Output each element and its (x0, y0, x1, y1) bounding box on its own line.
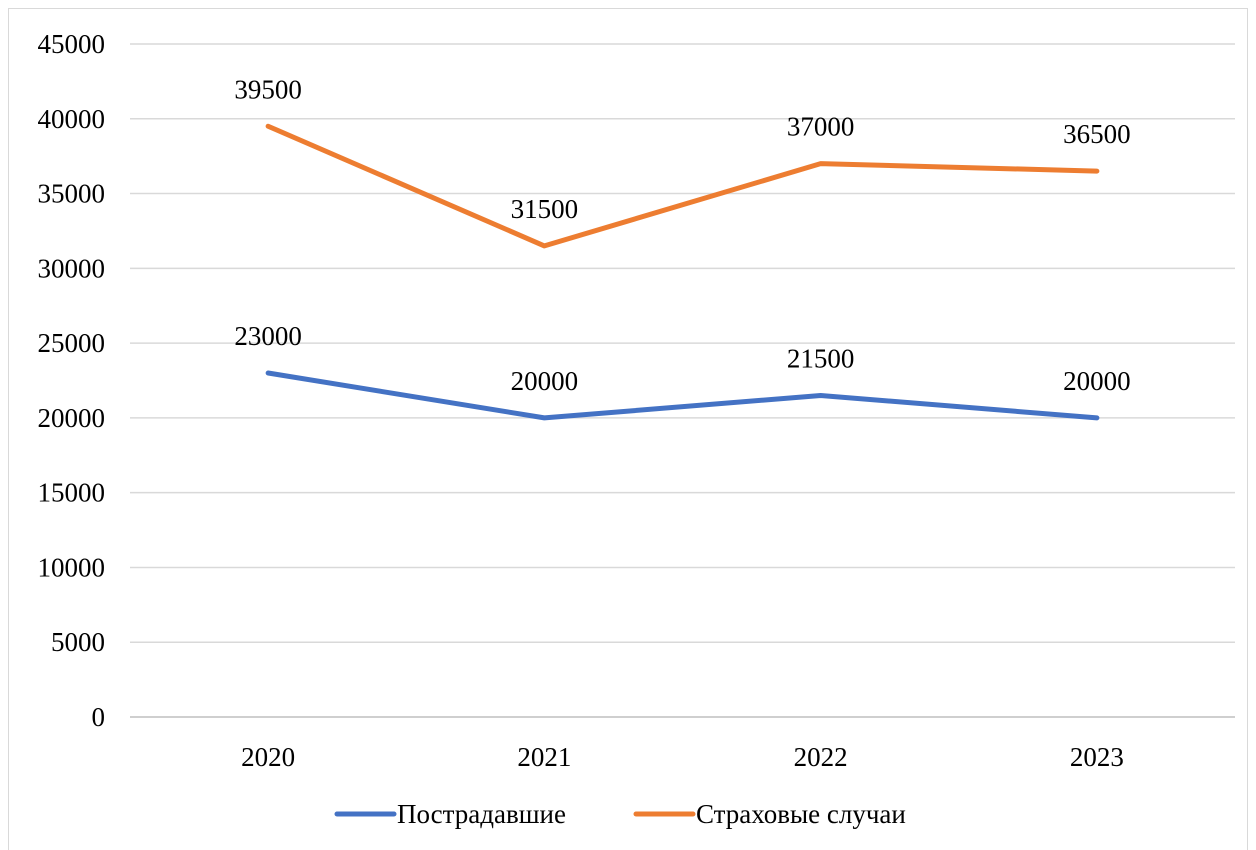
x-category-label: 2022 (794, 742, 848, 772)
y-tick-label: 20000 (38, 403, 106, 433)
series-line-2 (265, 123, 1100, 249)
x-category-label: 2021 (517, 742, 571, 772)
gridlines (130, 43, 1235, 718)
data-label: 20000 (511, 366, 579, 396)
chart-frame (8, 8, 1248, 850)
x-axis-category-labels: 2020 2021 2022 2023 (241, 742, 1124, 772)
data-label: 23000 (234, 321, 302, 351)
x-category-label: 2023 (1070, 742, 1124, 772)
legend-label: Пострадавшие (397, 799, 566, 829)
legend: Пострадавшие Страховые случаи (334, 799, 906, 829)
data-label: 20000 (1063, 366, 1131, 396)
y-tick-label: 15000 (38, 478, 106, 508)
series-line-1 (265, 370, 1100, 421)
data-label: 39500 (234, 74, 302, 104)
data-label: 36500 (1063, 119, 1131, 149)
y-tick-label: 40000 (38, 104, 106, 134)
y-tick-label: 30000 (38, 253, 106, 283)
y-tick-label: 5000 (51, 627, 105, 657)
series-lines (265, 123, 1100, 421)
y-tick-label: 25000 (38, 328, 106, 358)
y-tick-label: 35000 (38, 179, 106, 209)
y-axis-tick-labels: 0 5000 10000 15000 20000 25000 30000 35000 40000… (38, 29, 106, 732)
y-tick-label: 10000 (38, 552, 106, 582)
x-category-label: 2020 (241, 742, 295, 772)
legend-label: Страховые случаи (696, 799, 906, 829)
data-labels: 23000 20000 21500 20000 39500 31500 37000 36500 (234, 74, 1130, 396)
data-label: 31500 (511, 194, 579, 224)
data-label: 21500 (787, 343, 855, 373)
y-tick-label: 45000 (38, 29, 106, 59)
data-label: 37000 (787, 112, 855, 142)
y-tick-label: 0 (92, 702, 106, 732)
